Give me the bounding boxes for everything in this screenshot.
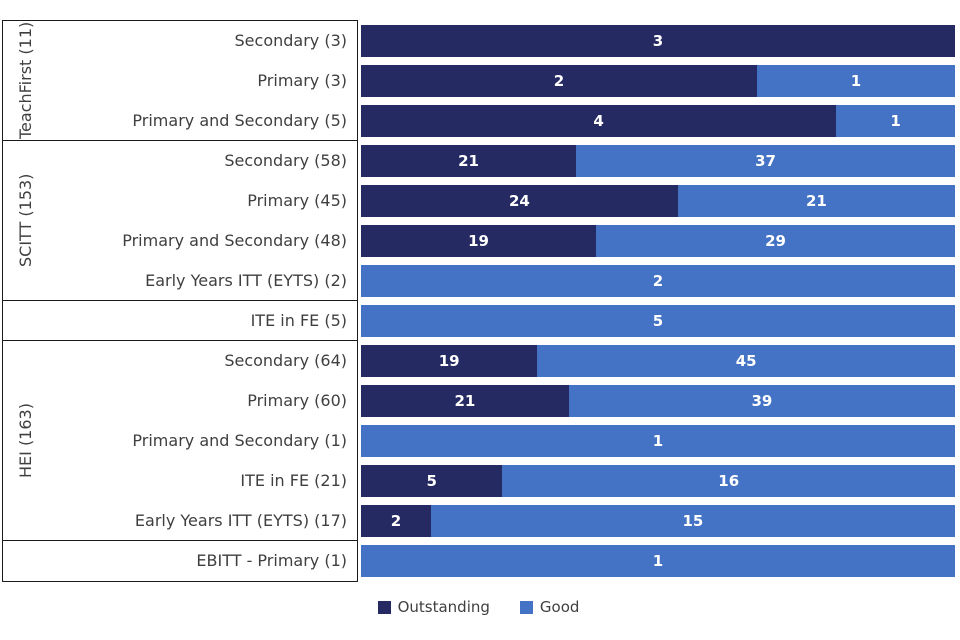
labels-column: TeachFirst (11) Secondary (3) Primary (3) P… bbox=[2, 20, 358, 582]
bar-segment-outstanding: 5 bbox=[361, 465, 503, 497]
group-label-box: TeachFirst (11) Secondary (3) Primary (3) P… bbox=[3, 21, 357, 141]
stacked-bar: 1 bbox=[361, 545, 955, 577]
stacked-bar: 21 37 bbox=[361, 145, 955, 177]
bar-segment-outstanding: 21 bbox=[361, 145, 577, 177]
bar-segment-good: 2 bbox=[361, 265, 955, 297]
bar-segment-good: 1 bbox=[836, 105, 955, 137]
bar-segment-good: 5 bbox=[361, 305, 955, 337]
legend-swatch-outstanding-icon bbox=[377, 600, 391, 614]
category-label: Secondary (64) bbox=[224, 351, 347, 370]
bar-row: 19 45 bbox=[361, 341, 955, 381]
bar-segment-good: 29 bbox=[596, 225, 955, 257]
bar-segment-good: 1 bbox=[361, 425, 955, 457]
bar-segment-outstanding: 19 bbox=[361, 225, 597, 257]
bar-row: 2 bbox=[361, 261, 955, 300]
bars-group: 1 bbox=[361, 541, 955, 581]
bar-row: 2 15 bbox=[361, 501, 955, 540]
bar-segment-good: 15 bbox=[430, 505, 955, 537]
category-label: Secondary (3) bbox=[234, 31, 347, 50]
bars-group: 21 37 24 21 19 29 2 bbox=[361, 141, 955, 301]
bar-row: 21 39 bbox=[361, 381, 955, 421]
group-label-box: HEI (163) Secondary (64) Primary (60) Prima… bbox=[3, 341, 357, 541]
stacked-bar: 2 bbox=[361, 265, 955, 297]
bar-row: 21 37 bbox=[361, 141, 955, 181]
category-label: Early Years ITT (EYTS) (2) bbox=[145, 271, 347, 290]
stacked-bar: 5 16 bbox=[361, 465, 955, 497]
bar-segment-good: 1 bbox=[361, 545, 955, 577]
bar-segment-good: 1 bbox=[757, 65, 955, 97]
category-label: ITE in FE (21) bbox=[240, 471, 347, 490]
bar-segment-good: 39 bbox=[568, 385, 955, 417]
bar-row: 1 bbox=[361, 421, 955, 461]
category-label: Primary (3) bbox=[257, 71, 347, 90]
legend-label-good: Good bbox=[539, 598, 580, 616]
bar-segment-outstanding: 21 bbox=[361, 385, 569, 417]
stacked-bar: 1 bbox=[361, 425, 955, 457]
bar-segment-outstanding: 19 bbox=[361, 345, 538, 377]
group-label-box: SCITT (153) Secondary (58) Primary (45) Pri… bbox=[3, 141, 357, 301]
legend-swatch-good-icon bbox=[519, 600, 533, 614]
group-label-box: ITE in FE (5) bbox=[3, 301, 357, 341]
category-label: Primary and Secondary (1) bbox=[132, 431, 347, 450]
stacked-bar: 3 bbox=[361, 25, 955, 57]
legend-item-outstanding: Outstanding bbox=[377, 598, 490, 616]
bars-column: 3 2 1 4 1 21 37 24 21 19 29 2 5 19 45 21 39 1 5 16 2 15 1 bbox=[361, 20, 955, 581]
bar-segment-good: 45 bbox=[537, 345, 955, 377]
bar-segment-outstanding: 2 bbox=[361, 65, 757, 97]
group-axis-label: TeachFirst (11) bbox=[16, 21, 36, 140]
stacked-bar: 21 39 bbox=[361, 385, 955, 417]
bar-segment-good: 21 bbox=[677, 185, 955, 217]
stacked-bar: 19 29 bbox=[361, 225, 955, 257]
bar-segment-outstanding: 2 bbox=[361, 505, 431, 537]
bar-segment-good: 16 bbox=[502, 465, 955, 497]
bar-row: 3 bbox=[361, 21, 955, 61]
bar-segment-outstanding: 3 bbox=[361, 25, 955, 57]
bar-row: 19 29 bbox=[361, 221, 955, 261]
bar-segment-outstanding: 24 bbox=[361, 185, 678, 217]
bar-row: 5 bbox=[361, 301, 955, 340]
category-label: Secondary (58) bbox=[224, 151, 347, 170]
category-label: Primary and Secondary (5) bbox=[132, 111, 347, 130]
group-label-box: EBITT - Primary (1) bbox=[3, 541, 357, 581]
group-axis-label: HEI (163) bbox=[16, 403, 36, 478]
category-label: EBITT - Primary (1) bbox=[196, 551, 347, 570]
bar-row: 5 16 bbox=[361, 461, 955, 501]
bar-row: 24 21 bbox=[361, 181, 955, 221]
stacked-bar: 24 21 bbox=[361, 185, 955, 217]
category-label: ITE in FE (5) bbox=[250, 311, 347, 330]
bar-row: 1 bbox=[361, 541, 955, 580]
stacked-bar: 19 45 bbox=[361, 345, 955, 377]
category-label: Early Years ITT (EYTS) (17) bbox=[134, 511, 347, 530]
bar-segment-good: 37 bbox=[576, 145, 955, 177]
chart-legend: Outstanding Good bbox=[2, 598, 955, 616]
stacked-bar-chart: TeachFirst (11) Secondary (3) Primary (3) P… bbox=[2, 20, 955, 582]
stacked-bar: 2 15 bbox=[361, 505, 955, 537]
legend-label-outstanding: Outstanding bbox=[397, 598, 490, 616]
bar-segment-outstanding: 4 bbox=[361, 105, 837, 137]
legend-item-good: Good bbox=[519, 598, 580, 616]
category-label: Primary and Secondary (48) bbox=[122, 231, 347, 250]
group-axis-label: SCITT (153) bbox=[16, 173, 36, 268]
bars-group: 5 bbox=[361, 301, 955, 341]
stacked-bar: 5 bbox=[361, 305, 955, 337]
category-label: Primary (60) bbox=[247, 391, 347, 410]
bars-group: 19 45 21 39 1 5 16 2 15 bbox=[361, 341, 955, 541]
category-label: Primary (45) bbox=[247, 191, 347, 210]
